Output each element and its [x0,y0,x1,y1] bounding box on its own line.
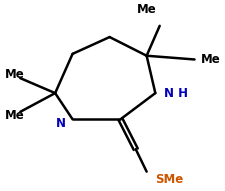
Text: Me: Me [201,53,221,66]
Text: SMe: SMe [155,173,184,186]
Text: N H: N H [164,87,188,100]
Text: N: N [56,117,66,129]
Text: Me: Me [5,109,25,122]
Text: Me: Me [5,68,25,81]
Text: Me: Me [137,3,157,16]
